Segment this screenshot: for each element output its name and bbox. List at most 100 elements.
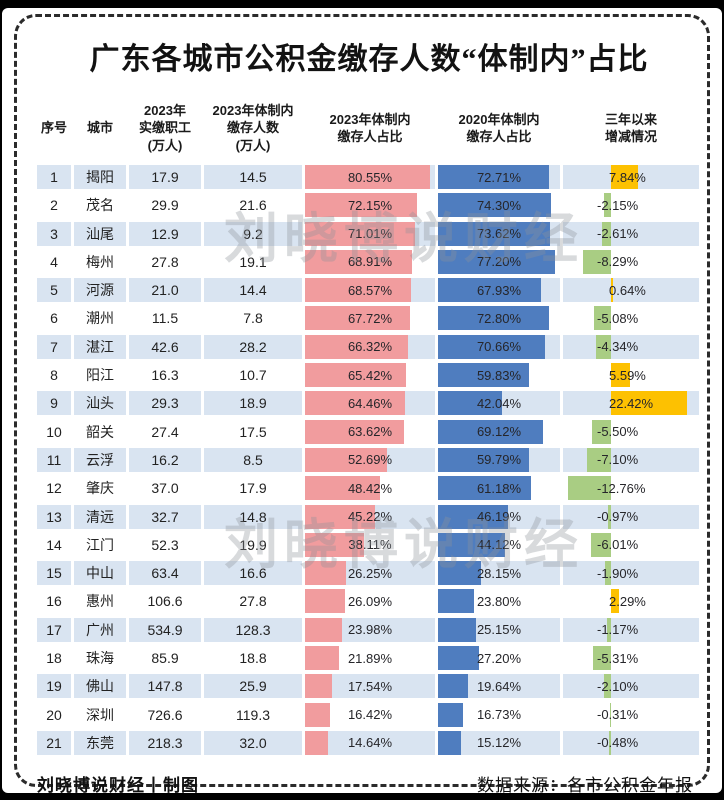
pct2023-bar [305, 193, 417, 218]
pct2023-bar [305, 476, 381, 501]
pct2023-bar-cell: 68.91% [305, 249, 435, 274]
pct2023-bar [305, 730, 328, 755]
change-value: 22.42% [609, 395, 654, 411]
change-value: -4.34% [597, 339, 639, 355]
pct2023-bar [305, 674, 333, 699]
pct2020-value: 44.12% [476, 537, 522, 553]
change-value: -12.76% [597, 480, 646, 496]
header-index: 序号 [40, 120, 67, 136]
index-cell: 21 [37, 730, 71, 755]
change-value: -0.97% [597, 509, 639, 525]
pct2023-value: 26.25% [347, 565, 393, 581]
change-bar [596, 334, 611, 359]
change-bar-cell: -2.10% [563, 674, 699, 699]
pct2020-value: 16.73% [476, 707, 522, 723]
members-cell: 17.5 [239, 423, 267, 440]
city-cell: 东莞 [74, 730, 126, 755]
city-cell: 梅州 [86, 253, 114, 270]
city-cell: 云浮 [74, 447, 126, 472]
change-value: 7.84% [609, 169, 646, 185]
change-value: -0.48% [597, 735, 639, 751]
pct2020-bar-cell: 67.93% [438, 278, 560, 303]
city-cell: 韶关 [86, 423, 114, 440]
pct2020-bar [438, 730, 461, 755]
pct2020-bar-cell: 15.12% [438, 730, 560, 755]
pct2020-bar-cell: 70.66% [438, 334, 560, 359]
members-cell: 14.5 [204, 165, 302, 189]
pct2020-bar-cell: 44.12% [438, 532, 560, 557]
page-title: 广东各城市公积金缴存人数“体制内”占比 [89, 43, 649, 76]
pct2020-value: 74.30% [476, 197, 522, 213]
pct2023-bar-cell: 26.25% [305, 561, 435, 586]
change-bar-cell: -0.31% [563, 702, 699, 727]
change-bar [602, 221, 611, 246]
pct2020-bar-cell: 72.80% [438, 306, 560, 331]
pct2020-bar-cell: 27.20% [438, 646, 560, 671]
city-cell: 茂名 [86, 197, 114, 214]
pct2023-bar [305, 561, 346, 586]
pct2020-bar [438, 532, 506, 557]
workers-cell: 106.6 [147, 593, 183, 610]
pct2020-bar [438, 617, 477, 642]
change-bar [593, 306, 611, 331]
change-bar [611, 589, 619, 614]
city-cell: 揭阳 [74, 165, 126, 189]
change-value: -0.31% [597, 707, 639, 723]
city-cell: 汕头 [74, 391, 126, 416]
city-cell: 珠海 [86, 650, 114, 667]
pct2020-bar-cell: 59.83% [438, 363, 560, 388]
members-cell: 28.2 [204, 334, 302, 359]
pct2020-bar [438, 391, 502, 416]
pct2023-value: 23.98% [347, 622, 393, 638]
city-cell: 惠州 [86, 593, 114, 610]
change-bar-cell: -0.48% [563, 730, 699, 755]
members-cell: 16.6 [204, 561, 302, 586]
change-bar-cell: -6.01% [563, 532, 699, 557]
pct2023-value: 72.15% [347, 197, 393, 213]
workers-cell: 27.4 [151, 423, 179, 440]
change-bar [611, 363, 630, 388]
pct2020-bar [438, 646, 480, 671]
index-cell: 18 [46, 650, 62, 667]
pct2023-bar [305, 532, 365, 557]
change-bar [592, 646, 611, 671]
table-row: 16 惠州 106.6 27.8 26.09% 23.80% 2.29% [37, 589, 701, 614]
workers-cell: 85.9 [151, 650, 179, 667]
pct2023-value: 14.64% [347, 735, 393, 751]
pct2023-bar [305, 504, 376, 529]
workers-cell: 16.3 [151, 367, 179, 384]
change-value: -7.10% [597, 452, 639, 468]
header-members-2023: 2023年体制内 缴存人数 (万人) [212, 103, 294, 153]
pct2020-bar-cell: 69.12% [438, 419, 560, 444]
index-cell: 12 [46, 480, 62, 497]
workers-cell: 42.6 [129, 334, 201, 359]
pct2020-value: 19.64% [476, 678, 522, 694]
members-cell: 27.8 [239, 593, 267, 610]
table-row: 6 潮州 11.5 7.8 67.72% 72.80% -5.08% [37, 306, 701, 331]
pct2023-bar-cell: 21.89% [305, 646, 435, 671]
pct2023-bar [305, 165, 430, 189]
change-bar-cell: 2.29% [563, 589, 699, 614]
pct2020-bar [438, 419, 544, 444]
pct2020-value: 59.83% [476, 367, 522, 383]
pct2020-value: 25.15% [476, 622, 522, 638]
pct2023-bar [305, 391, 405, 416]
header-city: 城市 [86, 120, 113, 136]
change-bar-cell: -7.10% [563, 447, 699, 472]
pct2023-value: 45.22% [347, 509, 393, 525]
change-value: -5.50% [597, 424, 639, 440]
pct2020-value: 70.66% [476, 339, 522, 355]
change-bar-cell: -2.61% [563, 221, 699, 246]
change-bar [603, 674, 611, 699]
change-value: -1.90% [597, 565, 639, 581]
city-cell: 阳江 [86, 367, 114, 384]
city-cell: 河源 [74, 278, 126, 303]
pct2023-bar-cell: 63.62% [305, 419, 435, 444]
pct2023-value: 21.89% [347, 650, 393, 666]
index-cell: 6 [50, 310, 58, 327]
workers-cell: 21.0 [129, 278, 201, 303]
members-cell: 128.3 [204, 617, 302, 642]
members-cell: 7.8 [243, 310, 263, 327]
pct2023-value: 48.42% [347, 480, 393, 496]
footer-source: 数据来源：各市公积金年报 [477, 775, 693, 793]
